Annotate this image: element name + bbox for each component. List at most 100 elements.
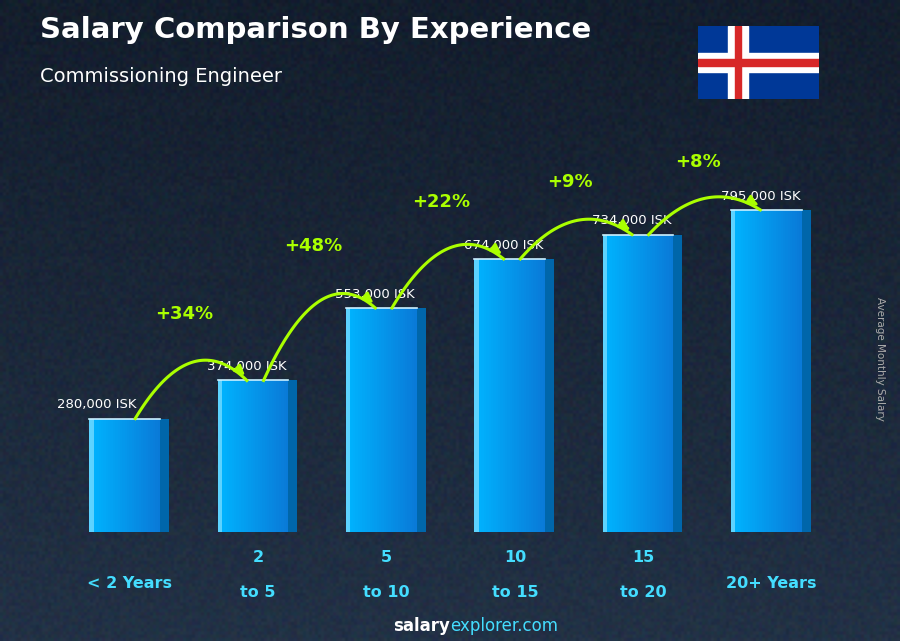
Bar — [780, 210, 783, 532]
Polygon shape — [673, 235, 682, 532]
Bar — [218, 381, 222, 532]
Bar — [146, 419, 148, 532]
Bar — [754, 210, 757, 532]
Bar — [760, 210, 761, 532]
Text: 795,000 ISK: 795,000 ISK — [722, 190, 801, 203]
Bar — [734, 210, 736, 532]
Bar — [616, 235, 619, 532]
Bar — [405, 308, 407, 532]
Bar — [232, 381, 234, 532]
Bar — [391, 308, 393, 532]
Bar — [783, 210, 785, 532]
Bar — [489, 259, 491, 532]
Bar — [115, 419, 118, 532]
Bar — [274, 381, 276, 532]
Bar — [272, 381, 274, 532]
Bar — [538, 259, 540, 532]
Polygon shape — [288, 381, 297, 532]
Text: to 15: to 15 — [491, 585, 538, 600]
Bar — [269, 381, 272, 532]
Bar — [628, 235, 631, 532]
Bar — [260, 381, 263, 532]
Polygon shape — [545, 259, 554, 532]
Bar — [508, 259, 509, 532]
Bar — [474, 259, 477, 532]
Text: 20+ Years: 20+ Years — [726, 576, 817, 590]
Bar — [698, 60, 819, 65]
Bar — [407, 308, 410, 532]
Bar — [540, 259, 543, 532]
Bar — [761, 210, 764, 532]
Bar — [148, 419, 150, 532]
Bar — [130, 419, 131, 532]
Text: 734,000 ISK: 734,000 ISK — [592, 214, 671, 228]
Bar — [137, 419, 139, 532]
Bar — [792, 210, 795, 532]
Bar — [134, 419, 137, 532]
Bar — [398, 308, 400, 532]
Bar — [248, 381, 250, 532]
Bar — [664, 235, 666, 532]
Bar — [351, 308, 353, 532]
Bar — [652, 235, 654, 532]
Text: 2: 2 — [253, 551, 264, 565]
Bar — [515, 259, 517, 532]
Text: +34%: +34% — [156, 304, 213, 322]
Bar — [372, 308, 374, 532]
Bar — [410, 308, 412, 532]
Bar — [641, 235, 643, 532]
Bar — [603, 235, 605, 532]
Bar — [624, 235, 626, 532]
Bar — [790, 210, 792, 532]
Bar — [111, 419, 112, 532]
Bar — [622, 235, 624, 532]
Bar — [666, 235, 669, 532]
Bar — [139, 419, 141, 532]
Bar — [669, 235, 671, 532]
Bar — [531, 259, 533, 532]
Bar — [281, 381, 284, 532]
Bar — [131, 419, 134, 532]
Bar — [143, 419, 146, 532]
Bar — [605, 235, 608, 532]
Bar — [220, 381, 222, 532]
Polygon shape — [417, 308, 426, 532]
Bar — [643, 235, 645, 532]
Bar — [89, 419, 94, 532]
Bar — [246, 381, 248, 532]
Bar — [257, 381, 260, 532]
Bar — [374, 308, 376, 532]
Bar — [498, 259, 500, 532]
Bar — [536, 259, 538, 532]
Bar — [785, 210, 788, 532]
Bar — [788, 210, 790, 532]
Bar — [731, 210, 734, 532]
Bar — [654, 235, 657, 532]
Bar — [122, 419, 124, 532]
Bar — [769, 210, 771, 532]
Text: +9%: +9% — [547, 173, 592, 191]
Text: 5: 5 — [381, 551, 392, 565]
Bar — [389, 308, 391, 532]
Bar — [748, 210, 750, 532]
Text: 674,000 ISK: 674,000 ISK — [464, 238, 543, 252]
Bar — [533, 259, 536, 532]
Bar — [741, 210, 742, 532]
Text: +48%: +48% — [284, 237, 342, 255]
Bar — [631, 235, 634, 532]
Bar — [698, 53, 819, 72]
Bar — [474, 259, 479, 532]
Bar — [521, 259, 524, 532]
Bar — [253, 381, 256, 532]
Bar — [657, 235, 659, 532]
Bar — [376, 308, 379, 532]
Bar — [505, 259, 508, 532]
Bar — [797, 210, 799, 532]
Bar — [250, 381, 253, 532]
Bar — [650, 235, 652, 532]
Bar — [92, 419, 94, 532]
Bar — [799, 210, 802, 532]
Text: +22%: +22% — [412, 193, 471, 211]
Text: Average Monthly Salary: Average Monthly Salary — [875, 297, 886, 421]
Bar — [124, 419, 127, 532]
